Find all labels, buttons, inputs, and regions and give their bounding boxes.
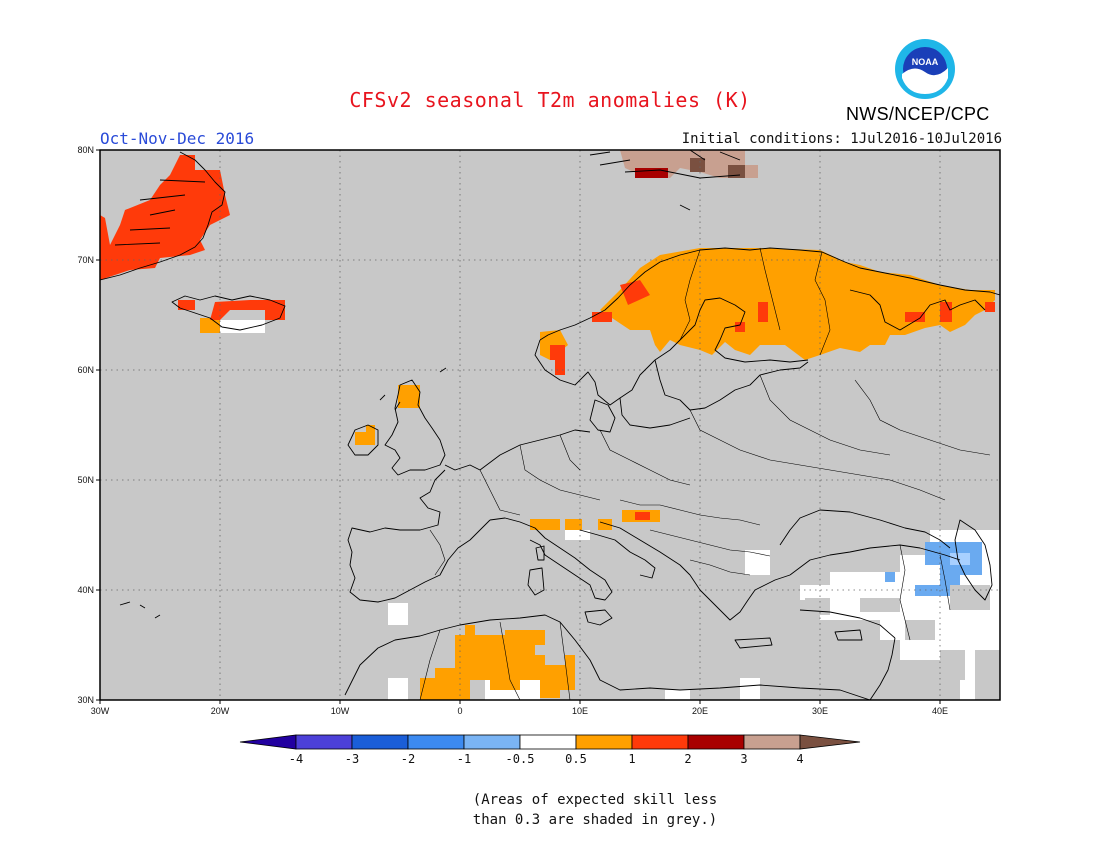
anomaly-layer [100, 150, 1000, 700]
forecast-period: Oct-Nov-Dec 2016 [100, 129, 255, 148]
lon-label: 40E [932, 706, 948, 716]
lon-label: 30E [812, 706, 828, 716]
lon-label: 10E [572, 706, 588, 716]
noaa-logo: NOAA [895, 39, 955, 99]
lat-label: 30N [77, 695, 94, 705]
colorbar-label: -3 [345, 752, 359, 766]
colorbar-labels: -4 -3 -2 -1 -0.5 0.5 1 2 3 4 [289, 752, 804, 766]
colorbar-swatch-lt-minus4 [239, 734, 297, 750]
colorbar [239, 734, 861, 750]
lon-label: 20E [692, 706, 708, 716]
map-frame [99, 149, 1001, 701]
colorbar-label: 2 [684, 752, 691, 766]
axis-ticks [96, 149, 941, 704]
colorbar-swatch [575, 734, 633, 750]
colorbar-label: -1 [457, 752, 471, 766]
skill-footnote: (Areas of expected skill less than 0.3 a… [0, 790, 1100, 830]
colorbar-swatch [519, 734, 577, 750]
lat-label: 80N [77, 145, 94, 155]
colorbar-label: 4 [796, 752, 803, 766]
lat-label: 60N [77, 365, 94, 375]
figure-title: CFSv2 seasonal T2m anomalies (K) [349, 88, 751, 112]
colorbar-label: -0.5 [506, 752, 535, 766]
country-borders [419, 247, 991, 700]
colorbar-label: 3 [740, 752, 747, 766]
colorbar-swatch [463, 734, 521, 750]
colorbar-swatch-gt-4 [799, 734, 861, 750]
colorbar-swatch [407, 734, 465, 750]
lat-label: 40N [77, 585, 94, 595]
arctic-warm-regions [620, 150, 758, 178]
lon-label: 10W [331, 706, 350, 716]
colorbar-swatch [295, 734, 353, 750]
lat-label: 70N [77, 255, 94, 265]
noaa-logo-text: NOAA [912, 57, 939, 67]
lat-label: 50N [77, 475, 94, 485]
warm-1-2-regions [100, 155, 995, 520]
colorbar-swatch [743, 734, 801, 750]
colorbar-swatch [351, 734, 409, 750]
colorbar-label: 0.5 [565, 752, 587, 766]
footnote-line: than 0.3 are shaded in grey.) [472, 812, 718, 828]
footnote-line: (Areas of expected skill less [472, 792, 718, 808]
agency-label: NWS/NCEP/CPC [846, 104, 990, 124]
coastlines [100, 150, 1000, 700]
colorbar-label: 1 [628, 752, 635, 766]
lon-label: 30W [91, 706, 110, 716]
colorbar-swatch [687, 734, 745, 750]
graticule [100, 150, 1000, 700]
lon-label: 0 [457, 706, 462, 716]
colorbar-label: -2 [401, 752, 415, 766]
lon-label: 20W [211, 706, 230, 716]
colorbar-label: -4 [289, 752, 303, 766]
below-normal-regions [885, 542, 982, 596]
initial-conditions: Initial conditions: 1Jul2016-10Jul2016 [681, 131, 1002, 147]
colorbar-swatch [631, 734, 689, 750]
